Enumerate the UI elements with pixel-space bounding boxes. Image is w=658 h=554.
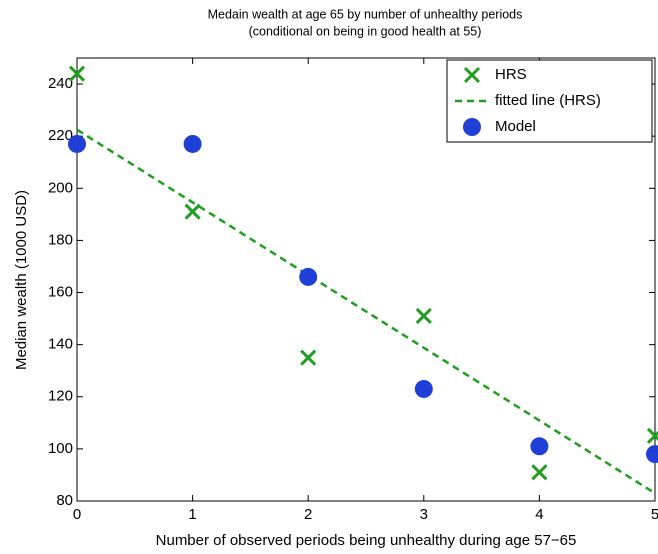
x-tick-label: 3 <box>420 506 428 523</box>
x-marker <box>531 464 548 481</box>
fitted-line <box>76 128 656 495</box>
legend-label: Model <box>495 118 536 135</box>
y-tick-label: 200 <box>48 179 73 196</box>
y-tick-label: 160 <box>48 283 73 300</box>
y-tick-label: 220 <box>48 127 73 144</box>
x-marker <box>184 203 201 220</box>
x-marker <box>463 66 481 84</box>
x-tick-label: 1 <box>188 506 196 523</box>
x-marker <box>415 307 432 325</box>
y-tick-label: 180 <box>48 231 73 248</box>
y-tick-label: 120 <box>48 388 73 405</box>
legend-label: HRS <box>495 66 527 83</box>
y-tick-label: 100 <box>48 440 73 457</box>
x-tick-label: 0 <box>73 506 81 523</box>
dot-marker <box>414 379 433 398</box>
x-marker <box>68 65 86 82</box>
x-tick-label: 2 <box>304 506 312 523</box>
y-axis-label: Median wealth (1000 USD) <box>13 190 30 370</box>
legend-dot <box>463 118 481 136</box>
y-tick-label: 80 <box>56 492 73 509</box>
chart-title: Medain wealth at age 65 by number of unh… <box>208 7 523 21</box>
chart-subtitle: (conditional on being in good health at … <box>249 24 482 38</box>
dot-marker <box>68 134 86 153</box>
x-tick-label: 5 <box>651 506 658 523</box>
plot-area <box>76 57 656 502</box>
dot-marker <box>646 445 658 464</box>
y-tick-label: 240 <box>48 75 73 92</box>
x-marker <box>646 427 658 444</box>
legend-label: fitted line (HRS) <box>495 92 601 109</box>
x-marker <box>300 349 317 366</box>
dot-marker <box>299 267 318 286</box>
dot-marker <box>530 437 549 456</box>
y-tick-label: 140 <box>48 336 73 353</box>
x-axis-label: Number of observed periods being unhealt… <box>156 532 577 549</box>
x-tick-label: 4 <box>535 506 543 523</box>
dot-marker <box>183 134 202 153</box>
